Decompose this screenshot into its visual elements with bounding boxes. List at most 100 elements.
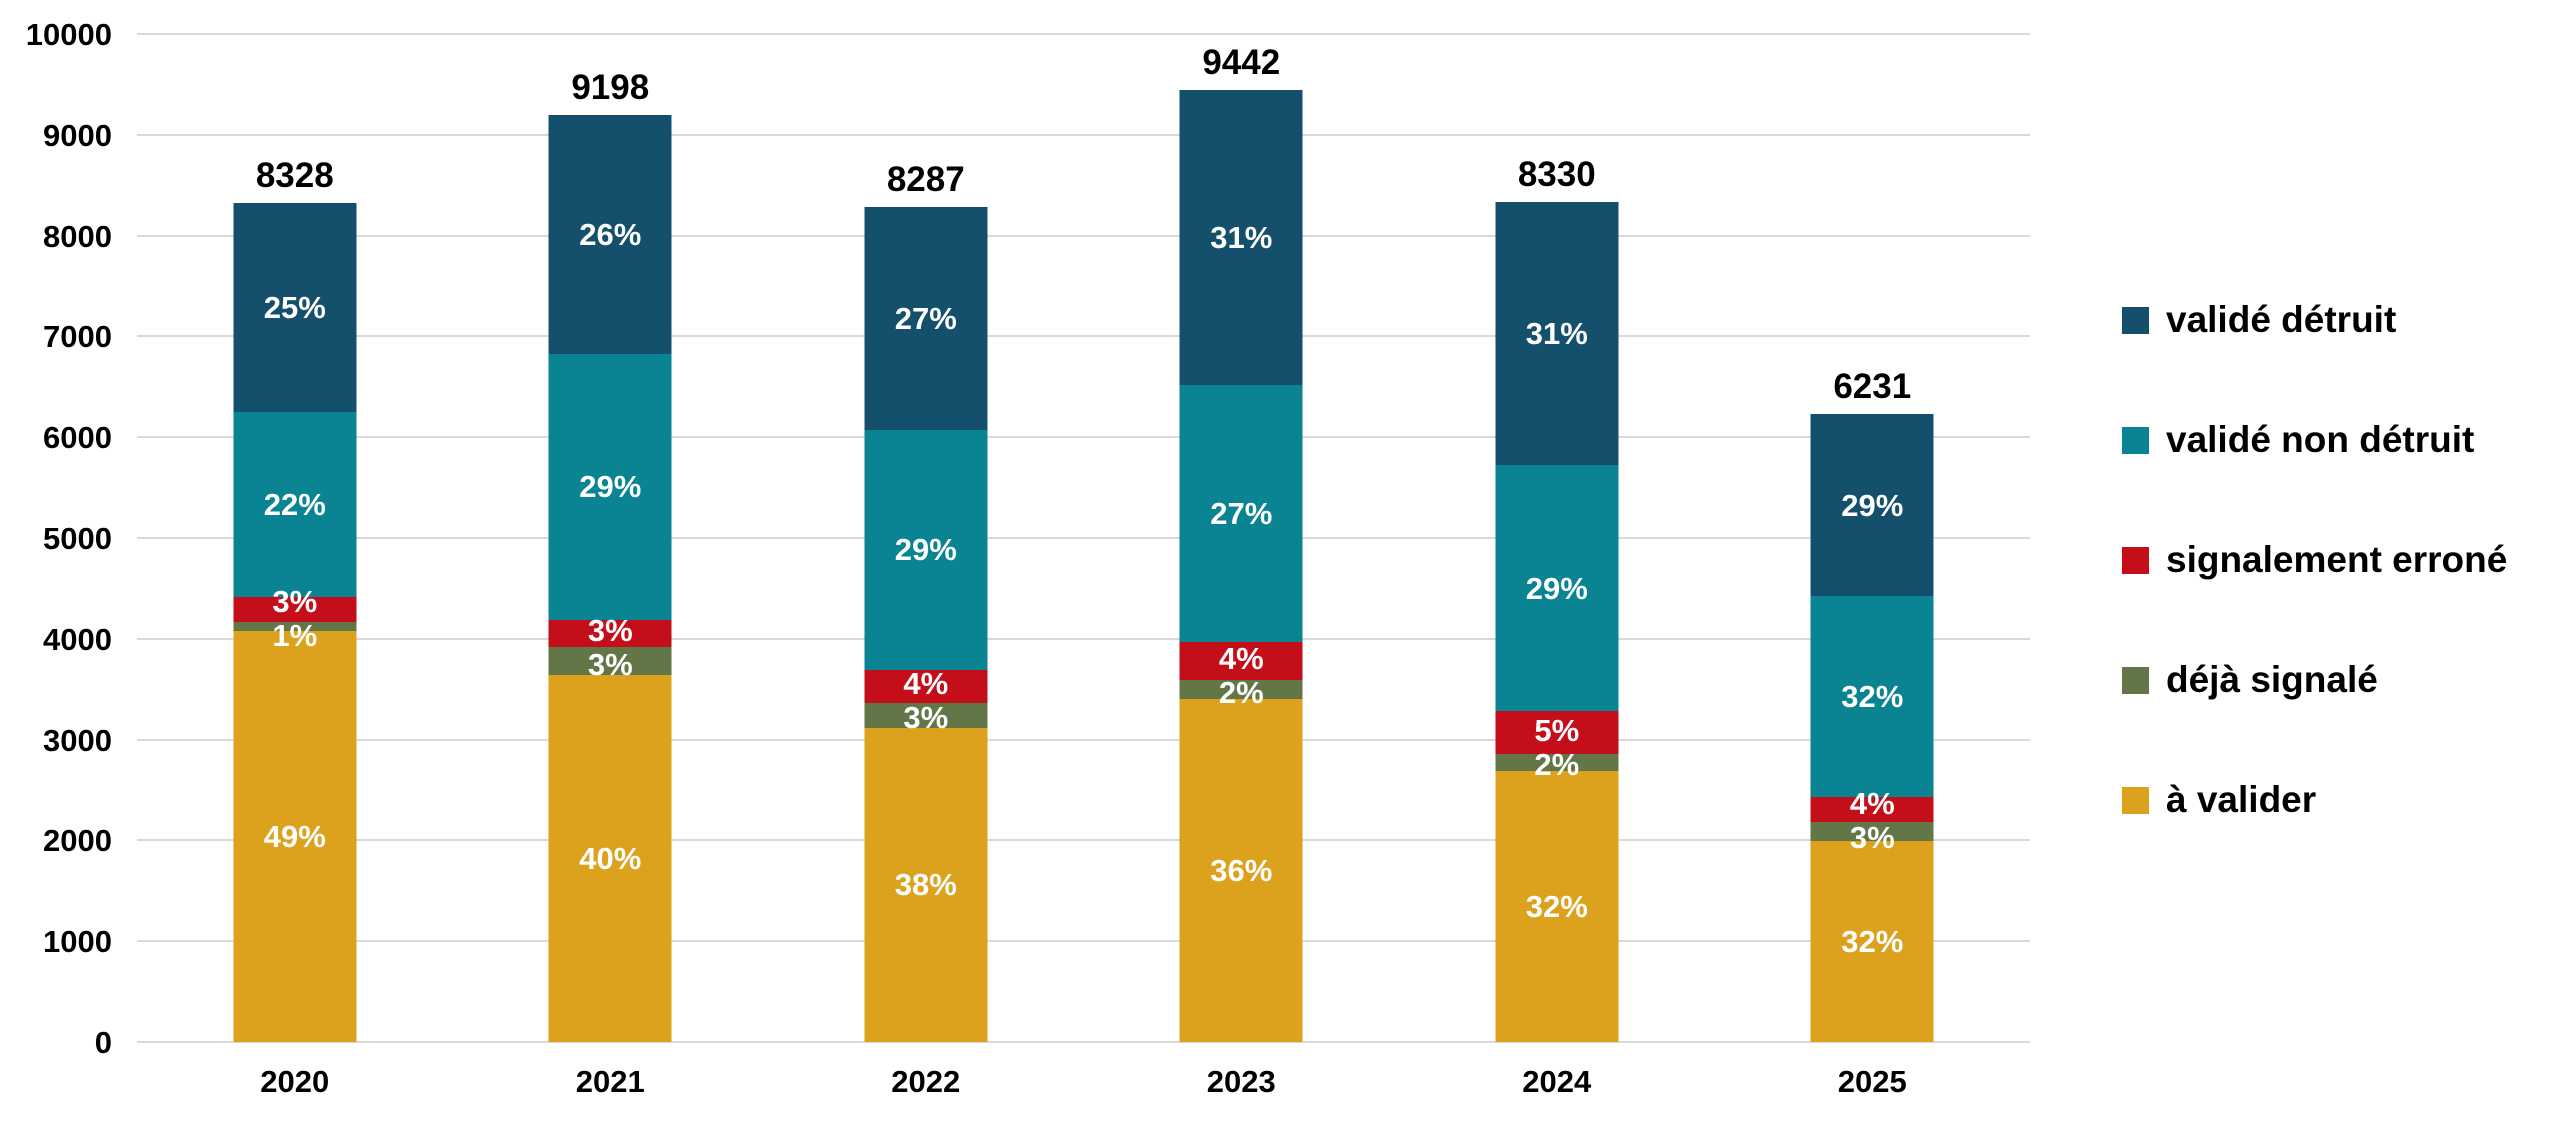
y-axis-tick-label: 3000 — [43, 722, 112, 758]
gridline — [137, 335, 2030, 338]
segment-percent-label: 3% — [903, 700, 949, 736]
segment-percent-label: 4% — [903, 666, 949, 702]
legend-label: validé détruit — [2166, 299, 2397, 340]
bar-segment — [864, 669, 988, 703]
segment-percent-label: 25% — [263, 289, 326, 325]
y-axis-tick-label: 2000 — [43, 823, 112, 859]
legend-item: déjà signalé — [2122, 660, 2507, 700]
segment-percent-label: 29% — [579, 469, 642, 505]
y-axis-tick-label: 9000 — [43, 117, 112, 153]
bar-segment — [233, 597, 357, 623]
legend-label: déjà signalé — [2166, 659, 2378, 700]
segment-percent-label: 2% — [1218, 675, 1264, 711]
segment-percent-label: 5% — [1534, 712, 1580, 748]
x-axis-label: 2021 — [575, 1064, 645, 1099]
legend: validé détruit validé non détruit signalem… — [2122, 300, 2507, 820]
segment-percent-label: 29% — [1841, 487, 1904, 523]
y-axis-tick-label: 8000 — [43, 218, 112, 254]
gridline — [137, 738, 2030, 741]
legend-label: validé non détruit — [2166, 419, 2475, 460]
bar-group: 49% 1% 3% 22% 25% 8328 2020 — [137, 34, 453, 1097]
gridline — [137, 33, 2030, 35]
segment-percent-label: 36% — [1210, 853, 1273, 889]
segment-percent-label: 26% — [579, 216, 642, 252]
y-axis-tick-label: 6000 — [43, 420, 112, 456]
x-axis-label: 2023 — [1206, 1064, 1276, 1099]
bar-segment — [548, 353, 672, 620]
bar-segment — [1495, 465, 1619, 712]
legend-label: signalement erroné — [2166, 539, 2508, 580]
segment-percent-label: 40% — [579, 840, 642, 876]
bar-segment — [548, 674, 672, 1042]
gridline — [137, 1041, 2030, 1043]
x-axis-label: 2020 — [260, 1064, 330, 1099]
gridline — [137, 436, 2030, 439]
bar-group: 32% 3% 4% 32% 29% 6231 2025 — [1715, 34, 2031, 1097]
bar-segment — [864, 206, 988, 430]
bar-segment — [1495, 711, 1619, 754]
bar-total-label: 8328 — [255, 155, 334, 195]
segment-percent-label: 22% — [263, 487, 326, 523]
segment-percent-label: 4% — [1849, 786, 1895, 822]
segment-percent-label: 32% — [1525, 888, 1588, 924]
x-axis-label: 2024 — [1522, 1064, 1592, 1099]
gridline — [137, 234, 2030, 237]
legend-swatch — [2122, 666, 2149, 694]
segment-percent-label: 3% — [587, 612, 633, 648]
segment-percent-label: 3% — [272, 583, 318, 619]
bar-segment — [233, 622, 357, 631]
bar-segment — [1179, 642, 1303, 681]
bar-segment — [1179, 385, 1303, 643]
segment-percent-label: 2% — [1534, 746, 1580, 782]
legend-item: signalement erroné — [2122, 540, 2507, 580]
bar-segment — [233, 630, 357, 1042]
legend-item: validé non détruit — [2122, 420, 2507, 460]
bar-segment — [233, 202, 357, 413]
gridline — [137, 940, 2030, 943]
bar-segment — [1495, 770, 1619, 1042]
bar-segment — [1179, 680, 1303, 700]
gridline — [137, 637, 2030, 640]
segment-percent-label: 3% — [587, 646, 633, 682]
bar-segment — [1810, 822, 1934, 842]
bar-segment — [233, 412, 357, 598]
gridline — [137, 839, 2030, 842]
bar-segment — [1810, 797, 1934, 823]
gridline — [137, 133, 2030, 136]
bar-group: 38% 3% 4% 29% 27% 8287 2022 — [768, 34, 1084, 1097]
segment-percent-label: 38% — [894, 867, 957, 903]
y-axis-tick-label: 1000 — [43, 924, 112, 960]
legend-swatch — [2122, 786, 2149, 814]
x-axis-label: 2025 — [1837, 1064, 1907, 1099]
legend-item: à valider — [2122, 780, 2507, 820]
bar-segment — [1810, 596, 1934, 798]
bar-segment — [1179, 90, 1303, 386]
bar-segment — [1810, 413, 1934, 597]
bar-segment — [1495, 753, 1619, 771]
bar-total-label: 9442 — [1202, 43, 1281, 83]
bar-group: 40% 3% 3% 29% 26% 9198 2021 — [453, 34, 769, 1097]
plot-area: 49% 1% 3% 22% 25% 8328 2020 40% 3% 3% 29% 26% 9198 20… — [137, 33, 2031, 1097]
y-axis-tick-label: 10000 — [25, 17, 112, 52]
segment-percent-label: 31% — [1525, 316, 1588, 352]
y-axis-tick-label: 7000 — [43, 319, 112, 355]
segment-percent-label: 32% — [1841, 924, 1904, 960]
legend-label: à valider — [2166, 779, 2317, 820]
bar-segment — [1495, 202, 1619, 466]
y-axis-tick-label: 4000 — [43, 621, 112, 657]
segment-percent-label: 32% — [1841, 679, 1904, 715]
bar-segment — [864, 429, 988, 670]
bar-total-label: 8330 — [1517, 155, 1596, 195]
legend-swatch — [2122, 546, 2149, 574]
x-axis-label: 2022 — [891, 1064, 961, 1099]
bar-segment — [1179, 699, 1303, 1042]
bar-segment — [548, 114, 672, 354]
bar-total-label: 6231 — [1833, 366, 1912, 406]
bar-total-label: 9198 — [571, 67, 650, 107]
y-axis-tick-label: 0 — [94, 1025, 112, 1060]
segment-percent-label: 29% — [894, 532, 957, 568]
bar-segment — [864, 727, 988, 1042]
segment-percent-label: 1% — [272, 617, 318, 653]
gridline — [137, 537, 2030, 539]
